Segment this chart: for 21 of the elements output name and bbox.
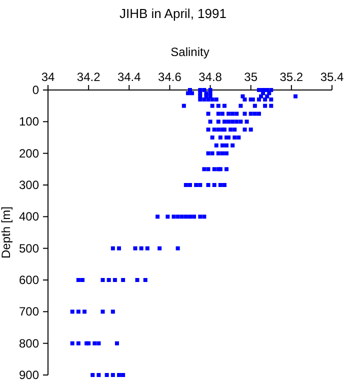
y-axis-title: Depth [m] xyxy=(0,206,13,259)
y-tick-label: 900 xyxy=(18,368,40,382)
y-tick-label: 200 xyxy=(18,146,40,160)
x-tick-label: 34.6 xyxy=(158,70,182,84)
x-tick-label: 34.4 xyxy=(117,70,142,84)
x-tick-label: 35.4 xyxy=(320,70,344,84)
y-tick-label: 700 xyxy=(18,304,40,319)
y-tick-label: 800 xyxy=(18,336,40,350)
y-tick-label: 300 xyxy=(18,178,40,192)
y-tick-label: 500 xyxy=(18,241,40,256)
y-tick-label: 400 xyxy=(18,210,40,224)
y-tick-label: 0 xyxy=(32,83,40,97)
x-tick-label: 34.2 xyxy=(76,70,101,84)
y-tick-label: 600 xyxy=(18,273,40,287)
y-tick-label: 100 xyxy=(18,114,40,129)
chart-title: JIHB in April, 1991 xyxy=(120,6,226,21)
x-axis-title: Salinity xyxy=(170,45,210,59)
x-tick-label: 34.8 xyxy=(198,70,222,84)
x-tick-label: 35.2 xyxy=(280,70,304,84)
x-tick-label: 34 xyxy=(41,70,55,84)
x-tick-label: 35 xyxy=(244,70,258,84)
